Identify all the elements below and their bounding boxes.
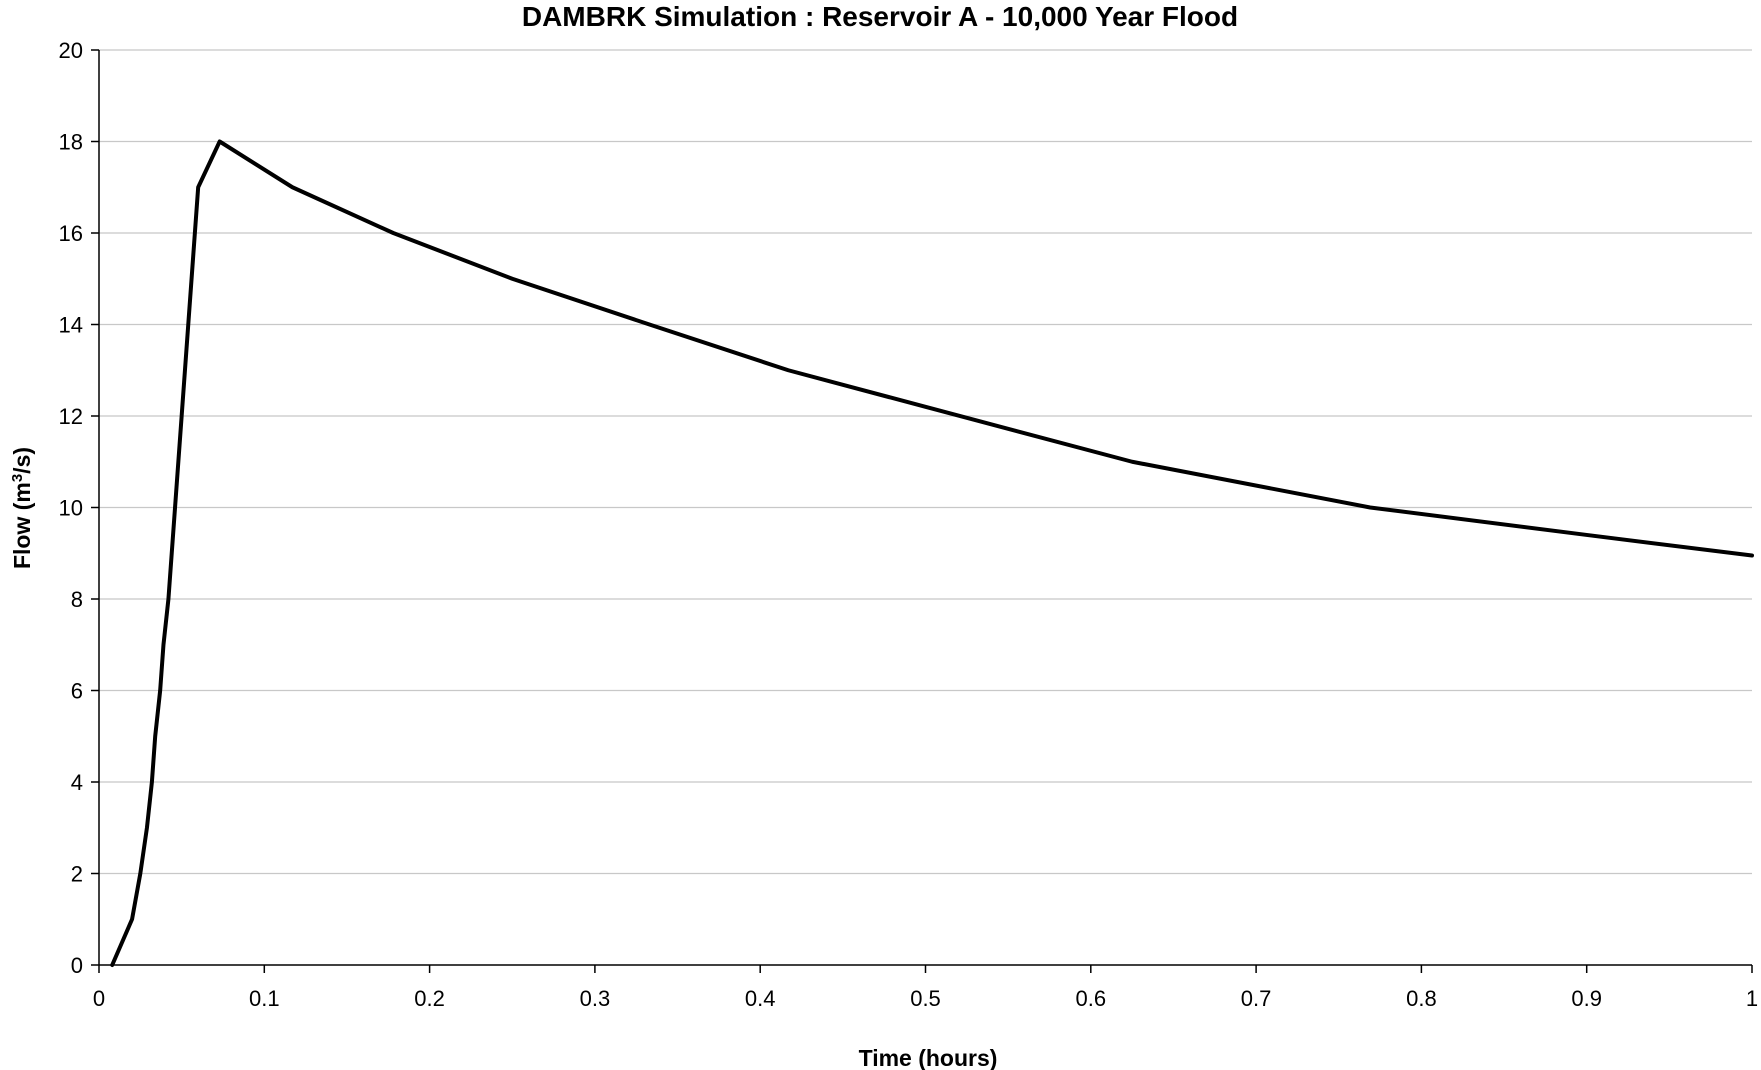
x-tick-label: 0 xyxy=(93,986,105,1011)
tick-labels: 0 2 4 6 8 10 12 14 16 18 20 0 0.1 0.2 0.3 0.4 0.5 0.6 0.7 0… xyxy=(59,38,1759,1011)
y-tick-label: 10 xyxy=(59,496,83,521)
x-tick-label: 0.3 xyxy=(580,986,611,1011)
x-tick-label: 0.1 xyxy=(249,986,280,1011)
gridlines xyxy=(99,49,1752,875)
x-tick-label: 1 xyxy=(1746,986,1758,1011)
x-tick-label: 0.9 xyxy=(1571,986,1602,1011)
y-tick-label: 8 xyxy=(71,587,83,612)
x-tick-label: 0.7 xyxy=(1241,986,1272,1011)
x-tick-label: 0.8 xyxy=(1406,986,1437,1011)
x-tick-label: 0.4 xyxy=(745,986,776,1011)
y-tick-label: 0 xyxy=(71,953,83,978)
y-tick-label: 2 xyxy=(71,862,83,887)
y-axis-label: Flow (m3/s) xyxy=(9,447,36,569)
y-tick-label: 14 xyxy=(59,313,83,338)
y-axis-label-main: Flow (m xyxy=(9,482,35,569)
x-tick-label: 0.5 xyxy=(910,986,941,1011)
x-tick-label: 0.6 xyxy=(1076,986,1107,1011)
y-tick-label: 6 xyxy=(71,679,83,704)
series xyxy=(110,139,1754,967)
y-axis-label-tail: /s) xyxy=(9,447,35,474)
y-tick-label: 4 xyxy=(71,770,83,795)
y-axis-label-superscript: 3 xyxy=(9,474,26,482)
x-axis-label: Time (hours) xyxy=(859,1045,998,1070)
chart-title: DAMBRK Simulation : Reservoir A - 10,000… xyxy=(522,1,1238,32)
series-line xyxy=(110,139,1754,967)
y-tick-label: 18 xyxy=(59,130,83,155)
y-tick-label: 12 xyxy=(59,404,83,429)
x-tick-label: 0.2 xyxy=(414,986,445,1011)
y-tick-label: 16 xyxy=(59,221,83,246)
y-tick-label: 20 xyxy=(59,38,83,63)
axes xyxy=(91,49,1753,973)
